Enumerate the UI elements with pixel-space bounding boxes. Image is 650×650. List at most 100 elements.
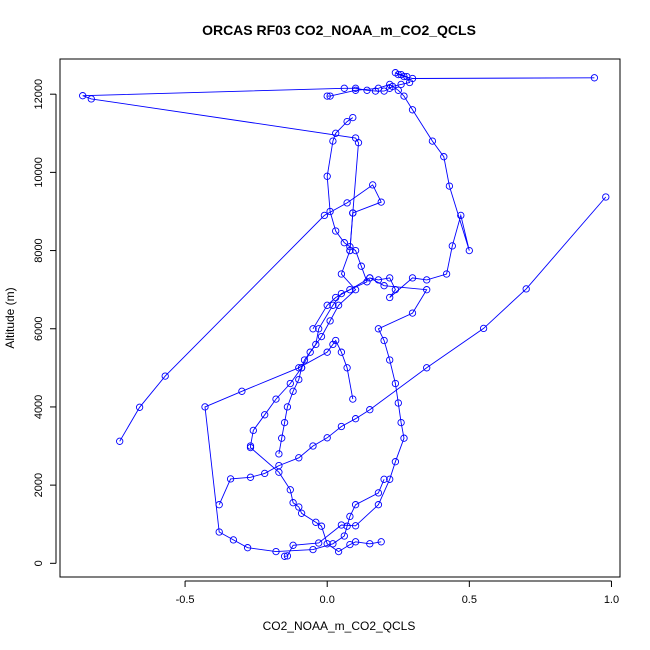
data-point (320, 211, 329, 220)
data-point (371, 87, 380, 95)
data-point (323, 434, 331, 442)
data-point (226, 475, 235, 483)
data-point (408, 106, 417, 114)
y-tick-label: 10000 (33, 157, 45, 188)
data-point (286, 486, 294, 494)
x-tick-label: 0.0 (320, 594, 335, 606)
data-point (334, 547, 343, 556)
data-point (366, 406, 374, 414)
data-point (394, 86, 402, 94)
y-tick-label: 2000 (33, 473, 45, 497)
data-point (261, 411, 269, 419)
data-point (363, 86, 371, 94)
data-point (346, 512, 354, 521)
data-point (351, 522, 360, 530)
data-point (349, 113, 357, 122)
data-point (351, 501, 360, 509)
data-point (283, 552, 292, 560)
data-point (337, 348, 346, 356)
data-point (332, 293, 340, 302)
data-point (116, 437, 124, 445)
data-point (315, 325, 323, 333)
data-point (351, 538, 360, 546)
data-point (340, 84, 348, 92)
data-point (201, 403, 209, 411)
y-tick-label: 6000 (33, 317, 45, 341)
x-tick-label: 1.0 (604, 594, 619, 606)
data-point (357, 262, 365, 270)
data-point (312, 340, 320, 349)
data-point (275, 450, 283, 458)
data-point (349, 209, 357, 217)
data-point (297, 509, 306, 517)
data-point (246, 443, 255, 452)
data-point (286, 379, 294, 388)
data-point (249, 426, 257, 435)
data-point (300, 356, 309, 364)
data-point (391, 379, 400, 388)
data-point (408, 309, 417, 317)
data-point (283, 403, 292, 411)
data-point (332, 227, 340, 235)
data-point (332, 336, 340, 345)
data-point (238, 387, 246, 395)
y-tick-label: 12000 (33, 79, 45, 110)
data-point (309, 325, 317, 333)
data-point (351, 246, 360, 255)
data-point (161, 372, 169, 380)
data-point (295, 503, 303, 511)
data-point (309, 442, 317, 450)
x-axis-label: CO2_NOAA_m_CO2_QCLS (263, 619, 416, 633)
data-point (351, 415, 360, 423)
data-point (465, 246, 473, 255)
data-point (377, 538, 385, 546)
data-point (329, 301, 337, 309)
data-point (423, 364, 431, 372)
chart-title: ORCAS RF03 CO2_NOAA_m_CO2_QCLS (202, 22, 476, 38)
data-point (323, 540, 331, 548)
data-point (351, 286, 360, 294)
data-point (295, 375, 303, 384)
data-point (323, 92, 331, 100)
data-point (340, 532, 348, 540)
data-point (386, 475, 394, 483)
data-point (346, 246, 354, 255)
data-point (329, 137, 337, 145)
data-point (280, 552, 289, 560)
data-point (351, 86, 360, 94)
data-point (215, 528, 223, 536)
data-point (280, 418, 289, 427)
data-point (380, 282, 388, 290)
data-point (374, 325, 383, 333)
data-point (243, 544, 252, 552)
data-point (343, 199, 351, 207)
data-point (400, 92, 408, 100)
data-point (306, 348, 314, 356)
data-point (380, 87, 388, 95)
data-point (380, 475, 388, 483)
series-line-7 (278, 117, 368, 454)
data-point (423, 276, 431, 284)
data-point (408, 274, 417, 282)
data-point (346, 243, 354, 251)
data-point (349, 395, 357, 403)
data-point (397, 418, 405, 427)
x-tick-label: -0.5 (176, 594, 195, 606)
y-axis-label: Altitude (m) (3, 287, 17, 348)
data-point (386, 356, 394, 364)
plot-frame (59, 58, 621, 578)
series-line-1 (119, 184, 382, 553)
data-point (289, 541, 297, 549)
y-axis: 0 2000 4000 6000 8000 10000 12000 (33, 79, 57, 566)
data-point (332, 129, 340, 137)
data-point (343, 364, 351, 372)
data-point (445, 182, 454, 190)
data-point (374, 501, 383, 509)
data-point (289, 499, 297, 507)
data-point (326, 207, 334, 216)
data-point (343, 522, 351, 530)
y-tick-label: 4000 (33, 395, 45, 419)
data-point (602, 193, 610, 201)
data-point (386, 293, 394, 302)
data-point (246, 473, 255, 481)
